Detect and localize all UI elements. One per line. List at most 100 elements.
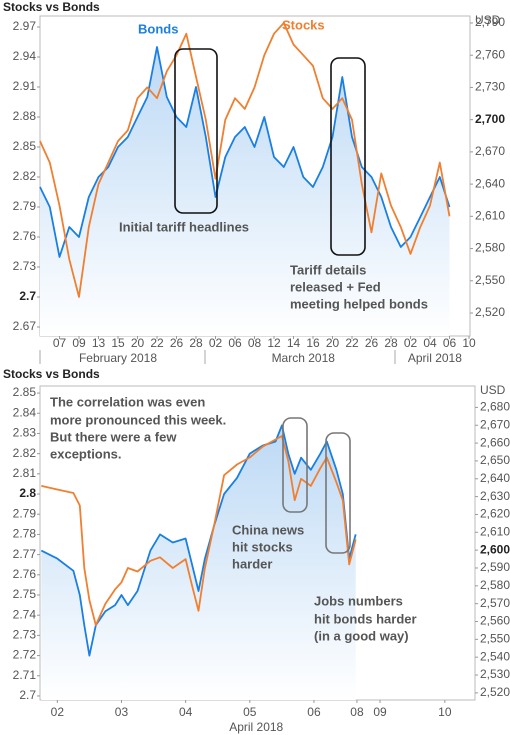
y2-tick-label: 2,540 [480,649,510,663]
y2-tick-label: 2,550 [475,273,505,287]
x-tick-label: 09 [373,705,387,719]
y2-tick-label: 2,670 [480,417,510,431]
x-tick-label: 02 [209,336,223,350]
x-tick-label: 10 [438,705,452,719]
y-tick-label: 2.73 [13,628,37,642]
y-tick-label: 2.83 [13,426,37,440]
chart-title: Stocks vs Bonds [3,0,100,14]
y-tick-label: 2.82 [13,446,37,460]
x-group-label: April 2018 [229,720,283,734]
y-tick-label: 2.91 [13,79,37,93]
legend-label: Bonds [138,21,178,36]
x-tick-label: 15 [111,336,125,350]
y-tick-label: 2.71 [13,668,37,682]
annotation: (in a good way) [314,628,409,643]
y2-tick-label: 2,650 [480,453,510,467]
y-tick-label: 2.74 [13,607,37,621]
annotation: China news [232,522,304,537]
y2-tick-label: 2,560 [480,614,510,628]
x-tick-label: 14 [287,336,301,350]
y2-tick-label: 2,660 [480,435,510,449]
annotation: meeting helped bonds [290,296,428,311]
highlight-box [330,57,366,256]
series-line [39,22,451,298]
legend-label: Stocks [282,17,325,32]
x-tick-label: 06 [307,705,321,719]
y-tick-label: 2.81 [13,466,37,480]
y2-tick-label: 2,520 [480,685,510,699]
x-tick-label: 02 [51,705,65,719]
y2-tick-label: 2,610 [480,524,510,538]
series-area [41,425,356,700]
y-tick-label: 2.8 [19,486,36,500]
y-tick-label: 2.78 [13,527,37,541]
y2-tick-label: 2,570 [480,596,510,610]
y-tick-label: 2.79 [13,506,37,520]
y-tick-label: 2.82 [13,169,37,183]
y-tick-label: 2.85 [13,139,37,153]
y2-tick-label: 2,620 [480,507,510,521]
y-tick-label: 2.73 [13,259,37,273]
y-tick-label: 2.7 [19,289,36,303]
y2-tick-label: 2,790 [475,15,505,29]
chart-title: Stocks vs Bonds [3,367,100,381]
annotation: harder [232,556,272,571]
y2-tick-label: 2,520 [475,305,505,319]
x-tick-label: 13 [92,336,106,350]
y2-tick-label: 2,700 [475,112,505,126]
y2-tick-label: 2,600 [480,542,510,556]
x-tick-label: 09 [72,336,86,350]
y-tick-label: 2.76 [13,229,37,243]
y2-axis-label: USD [475,13,501,27]
highlight-box [174,48,218,214]
x-tick-label: 20 [131,336,145,350]
y2-tick-label: 2,730 [475,80,505,94]
x-tick-label: 22 [150,336,164,350]
annotation: Jobs numbers [314,593,403,608]
y2-axis-label: USD [480,383,506,397]
x-tick-label: 06 [443,336,457,350]
x-tick-label: 22 [345,336,359,350]
x-tick-label: 28 [384,336,398,350]
x-tick-label: 28 [189,336,203,350]
x-tick-label: 06 [228,336,242,350]
x-group-label: February 2018 [79,351,157,365]
series-area [40,47,450,336]
annotation: released + Fed [290,279,381,294]
y-tick-label: 2.79 [13,199,37,213]
y-tick-label: 2.72 [13,648,37,662]
x-tick-label: 05 [243,705,257,719]
y2-tick-label: 2,640 [480,471,510,485]
x-tick-label: 08 [248,336,262,350]
annotation: But there were a few [50,429,177,444]
x-group-label: April 2018 [408,351,462,365]
y2-tick-label: 2,590 [480,560,510,574]
x-tick-label: 26 [365,336,379,350]
y2-tick-label: 2,550 [480,632,510,646]
y2-tick-label: 2,580 [475,241,505,255]
x-tick-label: 20 [326,336,340,350]
x-tick-label: 08 [350,705,364,719]
y2-tick-label: 2,640 [475,176,505,190]
y2-tick-label: 2,760 [475,47,505,61]
y2-tick-label: 2,530 [480,667,510,681]
y2-tick-label: 2,630 [480,489,510,503]
y-tick-label: 2.85 [13,385,37,399]
x-tick-label: 07 [53,336,67,350]
y-tick-label: 2.75 [13,587,37,601]
y-tick-label: 2.84 [13,405,37,419]
y-tick-label: 2.94 [13,49,37,63]
highlight-box [325,432,351,554]
x-tick-label: 02 [404,336,418,350]
x-tick-label: 04 [179,705,193,719]
x-group-label: March 2018 [272,351,336,365]
annotation: exceptions. [50,446,122,461]
y-tick-label: 2.67 [13,319,37,333]
annotation: Initial tariff headlines [119,219,249,234]
y2-tick-label: 2,680 [480,400,510,414]
annotation: hit bonds harder [314,611,417,626]
annotation: hit stocks [232,539,293,554]
annotation: The correlation was even [50,394,205,409]
x-tick-label: 26 [170,336,184,350]
x-tick-label: 03 [115,705,129,719]
